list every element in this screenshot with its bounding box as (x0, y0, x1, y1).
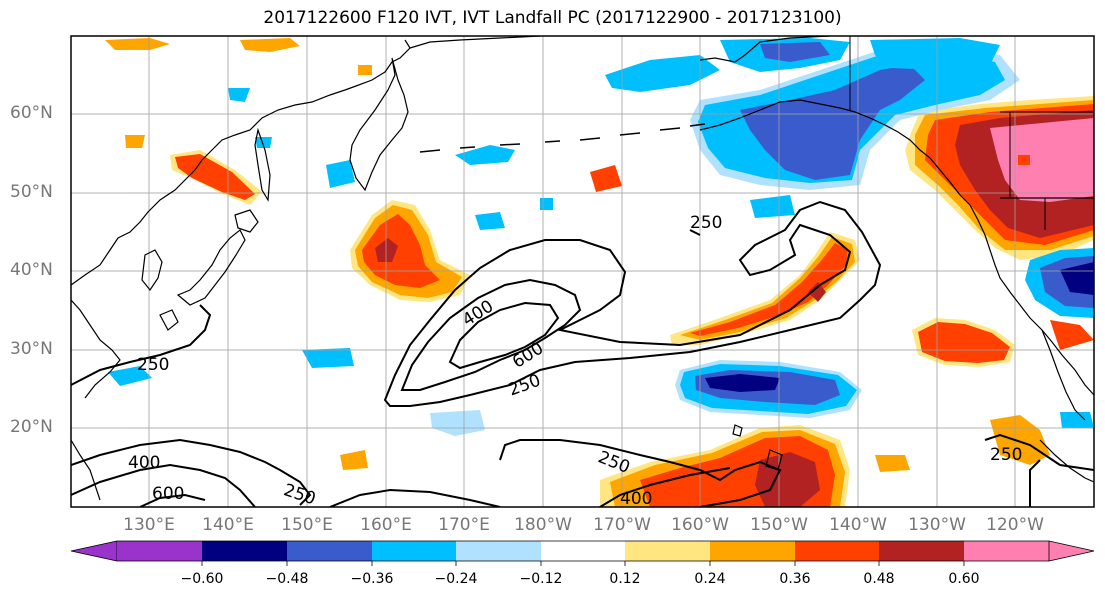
contour-label: 400 (128, 453, 160, 473)
colorbar-segment (117, 541, 202, 561)
colorbar-label: 0.36 (779, 571, 811, 587)
colorbar-segment (879, 541, 964, 561)
lon-label: 160°W (671, 515, 729, 535)
contour-600-main (448, 301, 560, 370)
colorbar-segment (541, 541, 625, 561)
colorbar-segment (625, 541, 710, 561)
lat-label: 60°N (10, 103, 53, 123)
colorbar-label: −0.48 (265, 571, 309, 587)
graticule (71, 36, 1094, 507)
coastline-alaska (699, 36, 831, 63)
shading-layer (105, 38, 1094, 507)
colorbar-segment (710, 541, 795, 561)
map-area: 400 600 250 250 250 400 600 250 250 400 … (71, 36, 1094, 509)
contour-label: 250 (690, 213, 722, 233)
contour-label: 600 (152, 484, 184, 504)
lat-label: 30°N (10, 339, 53, 359)
lon-label: 120°W (986, 515, 1044, 535)
lon-label: 140°E (202, 515, 254, 535)
colorbar-label: 0.60 (948, 571, 980, 587)
contour-label: 250 (506, 371, 543, 401)
colorbar-segment (456, 541, 541, 561)
colorbar-label: 0.48 (863, 571, 895, 587)
lon-label: 160°E (360, 515, 412, 535)
contour-labels: 400 600 250 250 250 400 600 250 250 400 … (128, 213, 1022, 509)
colorbar-segment (287, 541, 372, 561)
colorbar-label: −0.60 (180, 571, 224, 587)
colorbar-segment (795, 541, 879, 561)
positive-region-band (670, 232, 860, 345)
colorbar-segment (372, 541, 456, 561)
contour-250-south (71, 438, 312, 506)
colorbar-label: 0.24 (694, 571, 726, 587)
coastline-hawaii (732, 424, 743, 437)
map-title: 2017122600 F120 IVT, IVT Landfall PC (20… (263, 8, 842, 28)
colorbar-segment (964, 541, 1049, 561)
lon-label: 130°E (123, 515, 175, 535)
colorbar-segment (1048, 540, 1095, 562)
lon-label: 140°W (829, 515, 887, 535)
colorbar-label: −0.36 (350, 571, 394, 587)
lat-label: 40°N (10, 260, 53, 280)
contour-label: 400 (620, 489, 652, 509)
lon-label: 170°E (438, 515, 490, 535)
contour-label: 600 (509, 338, 547, 372)
lon-label: 150°E (281, 515, 333, 535)
contour-label: 250 (137, 355, 169, 375)
contour-label: 250 (281, 480, 318, 509)
lon-label: 150°W (750, 515, 808, 535)
contour-label: 250 (990, 445, 1022, 465)
lon-label: 180°W (514, 515, 572, 535)
colorbar-segment (202, 541, 287, 561)
coastline-north-america (969, 204, 1094, 396)
contour-600-south (139, 493, 206, 507)
contour-400-main (400, 278, 582, 391)
colorbar (70, 540, 1095, 566)
lat-label: 50°N (10, 182, 53, 202)
colorbar-segment (70, 540, 118, 562)
lon-label: 170°W (593, 515, 651, 535)
lat-label: 20°N (10, 417, 53, 437)
colorbar-label: −0.24 (434, 571, 478, 587)
coastline-asia (71, 39, 411, 286)
map-frame (70, 35, 1095, 508)
colorbar-label: −0.12 (519, 571, 563, 587)
lon-label: 130°W (908, 515, 966, 535)
contour-label: 400 (459, 296, 497, 330)
contour-400-south (71, 463, 256, 507)
coastlines (71, 36, 1094, 501)
colorbar-label: 0.12 (609, 571, 641, 587)
contour-250-main (383, 200, 882, 407)
ivt-contours (71, 200, 1094, 507)
coastline-japan (176, 229, 246, 306)
